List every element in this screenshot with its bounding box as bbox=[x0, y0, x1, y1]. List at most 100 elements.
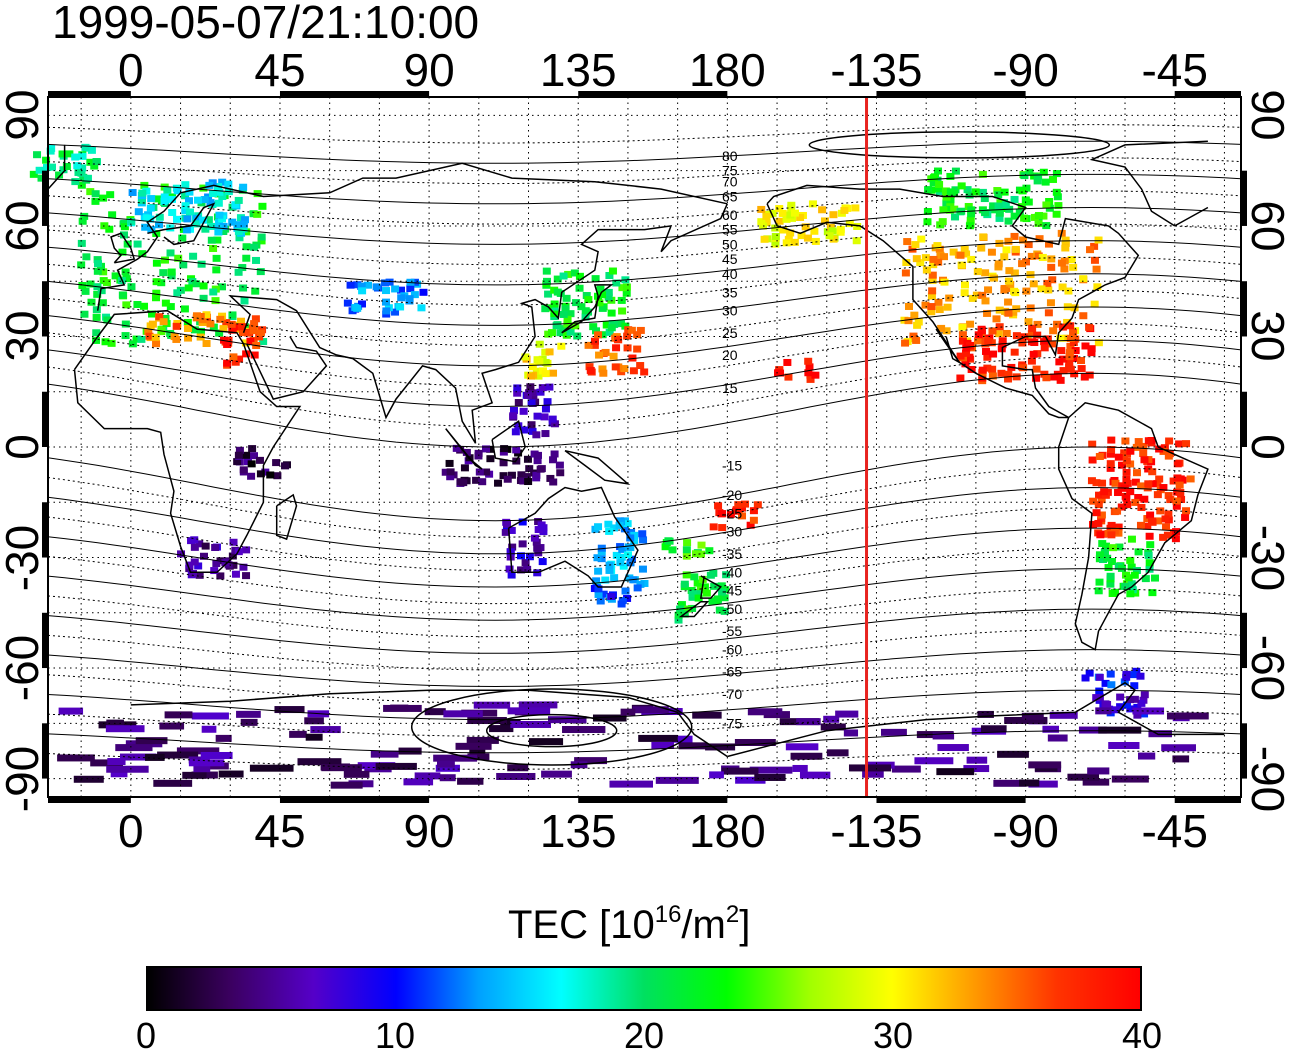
coastline bbox=[1057, 401, 1209, 651]
tec-region-central-asia bbox=[343, 278, 428, 318]
contour-label: -35 bbox=[722, 546, 742, 562]
tick-right-label: 60 bbox=[1242, 200, 1292, 252]
tick-right-label: 90 bbox=[1242, 89, 1292, 141]
tick-left-label: -60 bbox=[0, 634, 48, 702]
contour-label: 30 bbox=[722, 303, 738, 319]
tick-top-label: 180 bbox=[688, 44, 766, 96]
coastline bbox=[935, 328, 960, 363]
tec-colorbar bbox=[146, 966, 1142, 1011]
coastline bbox=[699, 575, 722, 599]
coastline bbox=[47, 140, 1209, 227]
tec-region-east-africa bbox=[233, 445, 291, 480]
contour-label: -30 bbox=[722, 524, 742, 540]
coastline bbox=[228, 203, 728, 444]
coastline bbox=[96, 162, 728, 311]
tec-region-hawaii bbox=[774, 357, 820, 383]
contour-label: -20 bbox=[722, 487, 742, 503]
contour-label: 70 bbox=[722, 174, 738, 190]
contour-label: -60 bbox=[722, 642, 742, 658]
colorbar-tick-label: 20 bbox=[623, 1015, 665, 1056]
tick-bottom-label: 45 bbox=[254, 805, 306, 857]
lat-lon-grid bbox=[48, 97, 1241, 797]
tick-top-label: 45 bbox=[254, 44, 306, 96]
tick-left-label: 0 bbox=[0, 434, 48, 460]
tick-bottom-label: -90 bbox=[992, 805, 1059, 857]
tick-top-label: -135 bbox=[830, 44, 923, 96]
tec-region-japan bbox=[541, 267, 631, 340]
colorbar-label: TEC [1016/m2] bbox=[508, 901, 751, 948]
tec-region-philippines bbox=[509, 383, 559, 439]
tick-right-label: 0 bbox=[1242, 434, 1292, 460]
contour-label: 55 bbox=[722, 222, 738, 238]
tick-right-label: -90 bbox=[1242, 745, 1292, 812]
contour-label: -55 bbox=[722, 623, 742, 639]
tec-region-alaska bbox=[757, 200, 862, 248]
tick-right-label: -30 bbox=[1242, 524, 1292, 591]
contour-label: 50 bbox=[722, 236, 738, 252]
tick-bottom-label: -135 bbox=[830, 805, 923, 857]
coastline bbox=[507, 486, 639, 588]
contour-label: 35 bbox=[722, 284, 738, 300]
contour-label: -50 bbox=[722, 601, 742, 617]
tick-left-label: 60 bbox=[0, 200, 48, 252]
contour-label: 65 bbox=[722, 188, 738, 204]
tick-bottom-label: 0 bbox=[118, 805, 144, 857]
coastline bbox=[130, 681, 1225, 758]
tick-top-label: -90 bbox=[992, 44, 1059, 96]
tec-region-pacific-nw-islands bbox=[584, 326, 649, 377]
contour-label: -40 bbox=[722, 564, 742, 580]
tick-top-label: 90 bbox=[403, 44, 455, 96]
tec-region-greenland bbox=[29, 143, 101, 186]
tick-left-label: -30 bbox=[0, 524, 48, 591]
contour-label: -65 bbox=[722, 664, 742, 680]
coastline bbox=[445, 428, 483, 470]
tec-region-fiji bbox=[709, 500, 762, 532]
tick-bottom-label: -45 bbox=[1141, 805, 1208, 857]
contour-label: 20 bbox=[722, 347, 738, 363]
contour-label: 25 bbox=[722, 325, 738, 341]
colorbar-tick-label: 30 bbox=[872, 1015, 914, 1056]
contour-label: 80 bbox=[722, 148, 738, 164]
tec-region-taiwan-south-china bbox=[521, 340, 566, 380]
tick-right-label: 30 bbox=[1242, 310, 1292, 363]
tick-right-label: -60 bbox=[1242, 634, 1292, 702]
tick-top-label: 0 bbox=[118, 44, 144, 96]
contour-label: 40 bbox=[722, 266, 738, 282]
colorbar-tick-label: 40 bbox=[1121, 1015, 1163, 1056]
contour-label: -70 bbox=[722, 686, 742, 702]
colorbar-tick-label: 10 bbox=[374, 1015, 416, 1056]
tec-region-brazil bbox=[1087, 436, 1195, 543]
contour-label: 45 bbox=[722, 251, 738, 267]
tec-region-south-africa bbox=[177, 536, 251, 580]
tick-top-label: -45 bbox=[1141, 44, 1208, 96]
plot-title: 1999-05-07/21:10:00 bbox=[52, 0, 480, 48]
coastline bbox=[246, 336, 328, 400]
coastlines bbox=[47, 140, 1225, 758]
tick-left-label: 30 bbox=[0, 310, 48, 363]
contour-label: 60 bbox=[722, 207, 738, 223]
tick-left-label: 90 bbox=[0, 89, 48, 141]
tec-region-tasmania bbox=[590, 584, 632, 608]
contour-label: -45 bbox=[722, 583, 742, 599]
coastline bbox=[147, 202, 216, 246]
coastline bbox=[766, 184, 1140, 419]
contour-label: -15 bbox=[722, 457, 742, 473]
tick-left-label: -90 bbox=[0, 745, 48, 812]
coastline bbox=[564, 449, 631, 485]
coastline bbox=[678, 600, 710, 618]
contour-label: -75 bbox=[722, 715, 742, 731]
magnetic-latitude-contours bbox=[47, 124, 1242, 770]
tec-region-argentina bbox=[1094, 535, 1159, 598]
tick-top-label: 135 bbox=[539, 44, 617, 96]
tec-region-indonesia bbox=[441, 444, 565, 487]
frame-tick-bars bbox=[42, 91, 1247, 803]
coastline bbox=[275, 493, 298, 541]
coastline bbox=[110, 232, 136, 264]
tick-bottom-label: 135 bbox=[539, 805, 617, 857]
contour-label: -25 bbox=[722, 505, 742, 521]
tick-bottom-label: 90 bbox=[403, 805, 455, 857]
tec-region-patagonia bbox=[1081, 667, 1145, 690]
colorbar-tick-label: 0 bbox=[135, 1015, 157, 1056]
tec-region-antarctica bbox=[57, 701, 1209, 789]
